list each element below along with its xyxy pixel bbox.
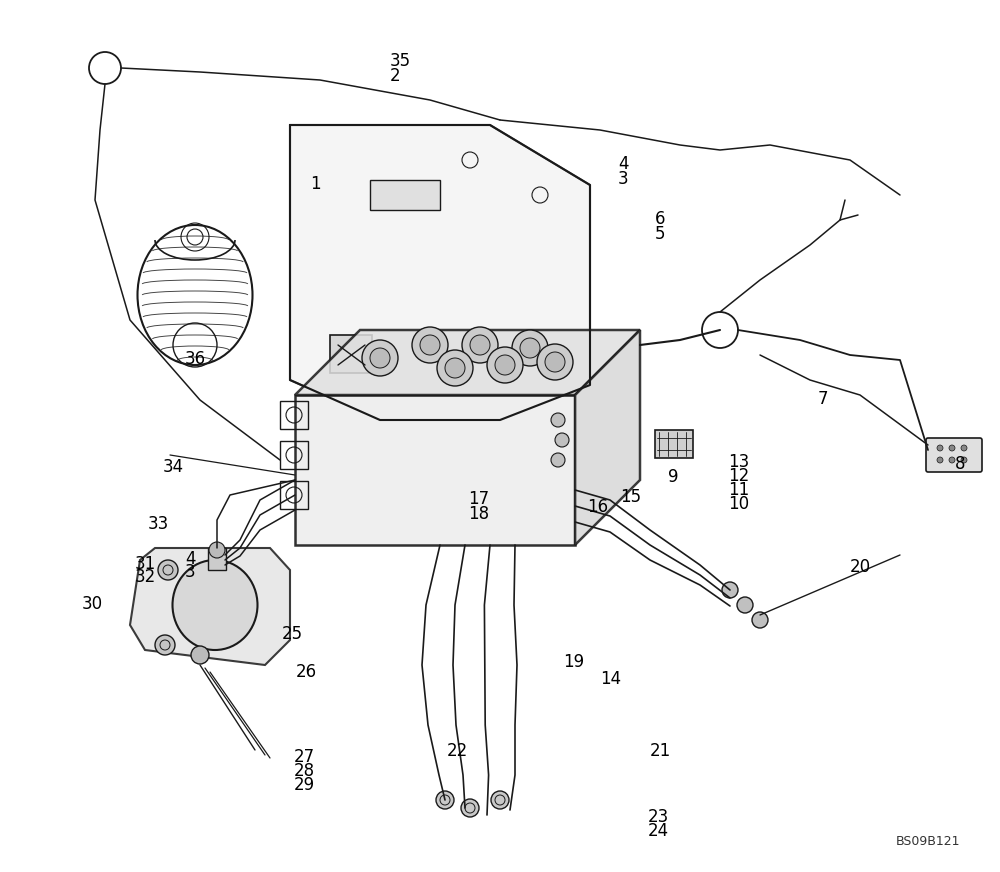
Text: 1: 1 <box>310 175 321 193</box>
Circle shape <box>420 335 440 355</box>
Bar <box>280 401 308 429</box>
Text: 33: 33 <box>148 515 169 533</box>
Text: 14: 14 <box>600 670 621 688</box>
Circle shape <box>436 791 454 809</box>
Polygon shape <box>295 395 575 545</box>
Circle shape <box>545 352 565 372</box>
Text: 20: 20 <box>850 558 871 576</box>
Text: 23: 23 <box>648 808 669 826</box>
Text: 4: 4 <box>618 155 629 173</box>
Text: 25: 25 <box>282 625 303 643</box>
Circle shape <box>551 413 565 427</box>
Text: 26: 26 <box>296 663 317 681</box>
Circle shape <box>722 582 738 598</box>
Circle shape <box>155 635 175 655</box>
Circle shape <box>437 350 473 386</box>
Polygon shape <box>290 125 590 420</box>
Circle shape <box>937 457 943 463</box>
Text: 15: 15 <box>620 488 641 506</box>
Ellipse shape <box>173 560 258 650</box>
Polygon shape <box>130 548 290 665</box>
Circle shape <box>961 445 967 451</box>
Polygon shape <box>295 330 640 395</box>
Polygon shape <box>575 330 640 545</box>
Circle shape <box>461 799 479 817</box>
Text: 30: 30 <box>82 595 103 613</box>
Circle shape <box>491 791 509 809</box>
Circle shape <box>537 344 573 380</box>
Bar <box>370 180 440 210</box>
Text: 29: 29 <box>294 776 315 794</box>
Bar <box>208 548 226 570</box>
Text: 6: 6 <box>655 210 666 228</box>
Text: 18: 18 <box>468 505 489 523</box>
Text: 11: 11 <box>728 481 749 499</box>
Bar <box>280 441 308 469</box>
Text: 3: 3 <box>185 563 196 581</box>
Circle shape <box>495 355 515 375</box>
Text: 36: 36 <box>185 350 206 368</box>
Bar <box>330 335 372 373</box>
Circle shape <box>752 612 768 628</box>
Circle shape <box>520 338 540 358</box>
Bar <box>280 481 308 509</box>
Text: 16: 16 <box>587 498 608 516</box>
Circle shape <box>937 445 943 451</box>
Text: 9: 9 <box>668 468 678 486</box>
Text: 3: 3 <box>618 170 629 188</box>
Circle shape <box>445 358 465 378</box>
Text: 32: 32 <box>135 568 156 586</box>
Circle shape <box>209 542 225 558</box>
Text: 27: 27 <box>294 748 315 766</box>
Text: 13: 13 <box>728 453 749 471</box>
Circle shape <box>737 597 753 613</box>
Text: 21: 21 <box>650 742 671 760</box>
Text: 17: 17 <box>468 490 489 508</box>
Circle shape <box>961 457 967 463</box>
Circle shape <box>512 330 548 366</box>
Text: 19: 19 <box>563 653 584 671</box>
Circle shape <box>370 348 390 368</box>
Circle shape <box>487 347 523 383</box>
Bar <box>655 430 693 458</box>
Circle shape <box>555 433 569 447</box>
Circle shape <box>949 445 955 451</box>
Text: 7: 7 <box>818 390 828 408</box>
Text: 22: 22 <box>447 742 468 760</box>
FancyBboxPatch shape <box>926 438 982 472</box>
Circle shape <box>470 335 490 355</box>
Text: 35: 35 <box>390 52 411 70</box>
Text: 5: 5 <box>655 225 666 243</box>
Circle shape <box>362 340 398 376</box>
Text: 10: 10 <box>728 495 749 513</box>
Text: 12: 12 <box>728 467 749 485</box>
Text: 24: 24 <box>648 822 669 840</box>
Circle shape <box>949 457 955 463</box>
Circle shape <box>551 453 565 467</box>
Circle shape <box>158 560 178 580</box>
Circle shape <box>462 327 498 363</box>
Text: 2: 2 <box>390 67 401 85</box>
Circle shape <box>412 327 448 363</box>
Text: 31: 31 <box>135 555 156 573</box>
Text: 34: 34 <box>163 458 184 476</box>
Circle shape <box>191 646 209 664</box>
Text: 8: 8 <box>955 455 966 473</box>
Text: 28: 28 <box>294 762 315 780</box>
Text: 4: 4 <box>185 550 196 568</box>
Text: BS09B121: BS09B121 <box>896 835 960 848</box>
